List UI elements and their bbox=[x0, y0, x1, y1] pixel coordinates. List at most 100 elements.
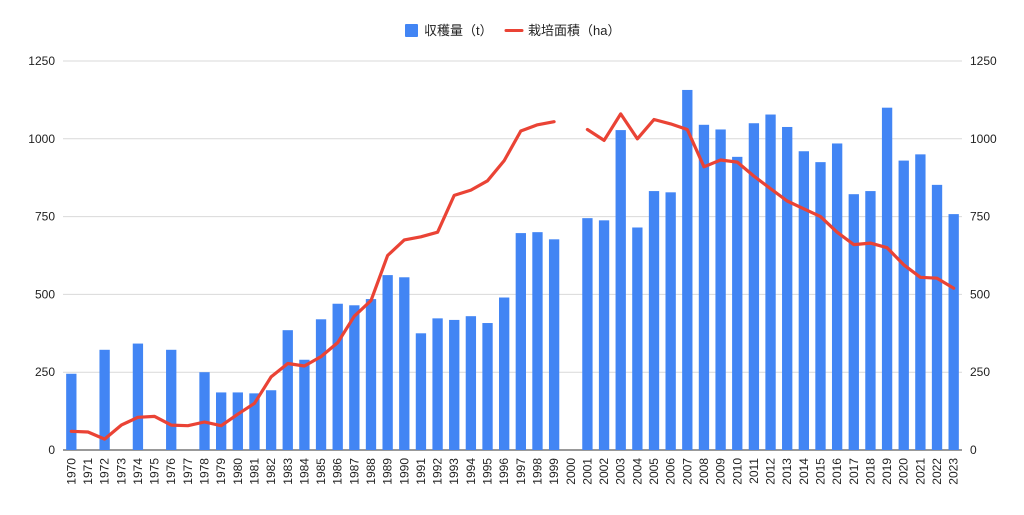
legend-bar-swatch bbox=[405, 24, 418, 37]
bar-1997 bbox=[515, 233, 526, 450]
y-right-tick-label: 1250 bbox=[970, 54, 997, 68]
bar-1970 bbox=[66, 373, 77, 450]
bar-1972 bbox=[99, 349, 110, 450]
y-left-tick-label: 500 bbox=[35, 287, 55, 301]
bar-2020 bbox=[898, 160, 909, 451]
bar-2001 bbox=[582, 218, 593, 450]
bar-2010 bbox=[732, 156, 743, 450]
bar-1990 bbox=[399, 277, 410, 450]
bar-2006 bbox=[665, 192, 676, 450]
legend-bar-label: 収穫量（t） bbox=[424, 23, 493, 38]
x-tick-label: 2002 bbox=[597, 458, 611, 485]
x-tick-label: 2003 bbox=[614, 458, 628, 485]
y-axis-left: 0 250 500 750 1000 1250 bbox=[28, 54, 55, 457]
bar-1986 bbox=[332, 303, 343, 450]
x-tick-label: 1983 bbox=[281, 458, 295, 485]
bar-2017 bbox=[848, 194, 859, 450]
x-tick-label: 2008 bbox=[697, 458, 711, 485]
bar-1979 bbox=[215, 392, 227, 450]
bar-2008 bbox=[698, 124, 710, 451]
bar-2015 bbox=[815, 162, 826, 450]
bar-series bbox=[66, 89, 959, 451]
x-tick-label: 2018 bbox=[863, 458, 877, 485]
x-tick-label: 2023 bbox=[947, 458, 961, 485]
x-tick-label: 2000 bbox=[564, 458, 578, 485]
bar-1980 bbox=[232, 392, 243, 450]
x-tick-label: 2019 bbox=[880, 458, 894, 485]
x-tick-label: 2015 bbox=[813, 458, 827, 485]
x-tick-label: 1997 bbox=[514, 458, 528, 485]
bar-2019 bbox=[881, 107, 893, 451]
bar-1978 bbox=[199, 372, 210, 450]
bar-1991 bbox=[415, 333, 427, 450]
x-tick-label: 1999 bbox=[547, 458, 561, 485]
bar-1984 bbox=[299, 359, 310, 450]
y-right-tick-label: 1000 bbox=[970, 132, 997, 146]
x-tick-label: 1988 bbox=[364, 458, 378, 485]
line-series bbox=[69, 112, 956, 441]
legend-line-label: 栽培面積（ha） bbox=[528, 23, 620, 38]
y-right-tick-label: 250 bbox=[970, 365, 990, 379]
bar-1983 bbox=[282, 330, 293, 450]
x-tick-label: 1973 bbox=[114, 458, 128, 485]
bar-1993 bbox=[449, 319, 460, 450]
bar-2002 bbox=[598, 220, 610, 450]
x-tick-label: 2022 bbox=[930, 458, 944, 485]
bar-1976 bbox=[166, 349, 177, 450]
bar-2004 bbox=[632, 227, 643, 450]
x-tick-label: 2021 bbox=[913, 458, 927, 485]
bar-1982 bbox=[265, 390, 277, 450]
y-right-tick-label: 500 bbox=[970, 287, 990, 301]
area-line-segment-0 bbox=[69, 120, 556, 441]
bar-1985 bbox=[315, 319, 327, 450]
x-tick-label: 1982 bbox=[264, 458, 278, 485]
x-tick-label: 2011 bbox=[747, 458, 761, 484]
legend: 収穫量（t） 栽培面積（ha） bbox=[405, 23, 620, 38]
y-left-tick-label: 0 bbox=[48, 443, 55, 457]
gridlines bbox=[63, 60, 962, 451]
bar-1995 bbox=[482, 323, 493, 450]
x-tick-label: 1989 bbox=[381, 458, 395, 485]
bar-1992 bbox=[432, 318, 443, 450]
x-tick-label: 2010 bbox=[730, 458, 744, 485]
bar-2003 bbox=[615, 130, 626, 450]
x-tick-label: 1984 bbox=[297, 458, 311, 485]
bar-2018 bbox=[865, 191, 876, 450]
bar-1988 bbox=[365, 299, 377, 450]
x-tick-label: 2020 bbox=[897, 458, 911, 485]
x-tick-label: 1972 bbox=[98, 458, 112, 485]
x-tick-label: 1970 bbox=[64, 458, 78, 485]
bar-2012 bbox=[765, 114, 776, 450]
x-tick-label: 1980 bbox=[231, 458, 245, 485]
x-axis: 1970 1971 1972 1973 1974 1975 1976 1977 1978 1979… bbox=[64, 458, 960, 485]
y-left-tick-label: 1000 bbox=[28, 132, 55, 146]
x-tick-label: 1995 bbox=[481, 458, 495, 485]
x-tick-label: 1990 bbox=[397, 458, 411, 485]
y-left-tick-label: 750 bbox=[35, 210, 55, 224]
x-tick-label: 2013 bbox=[780, 458, 794, 485]
x-tick-label: 2004 bbox=[630, 458, 644, 485]
bar-2013 bbox=[782, 126, 793, 451]
x-tick-label: 2005 bbox=[647, 458, 661, 485]
bar-1987 bbox=[349, 305, 360, 450]
y-left-tick-label: 250 bbox=[35, 365, 55, 379]
x-tick-label: 2001 bbox=[580, 458, 594, 485]
x-tick-label: 1996 bbox=[497, 458, 511, 485]
x-tick-label: 1979 bbox=[214, 458, 228, 485]
area-line-segment-1 bbox=[585, 112, 956, 290]
x-tick-label: 1981 bbox=[247, 458, 261, 485]
bar-2022 bbox=[931, 184, 943, 450]
x-tick-label: 2006 bbox=[664, 458, 678, 485]
x-tick-label: 1975 bbox=[148, 458, 162, 485]
x-tick-label: 2016 bbox=[830, 458, 844, 485]
bar-1999 bbox=[548, 239, 560, 450]
y-left-tick-label: 1250 bbox=[28, 54, 55, 68]
y-right-tick-label: 0 bbox=[970, 443, 977, 457]
bar-1974 bbox=[132, 343, 144, 450]
bar-1989 bbox=[382, 275, 393, 450]
x-tick-label: 2014 bbox=[797, 458, 811, 485]
x-tick-label: 2012 bbox=[764, 458, 778, 485]
x-tick-label: 1987 bbox=[347, 458, 361, 485]
